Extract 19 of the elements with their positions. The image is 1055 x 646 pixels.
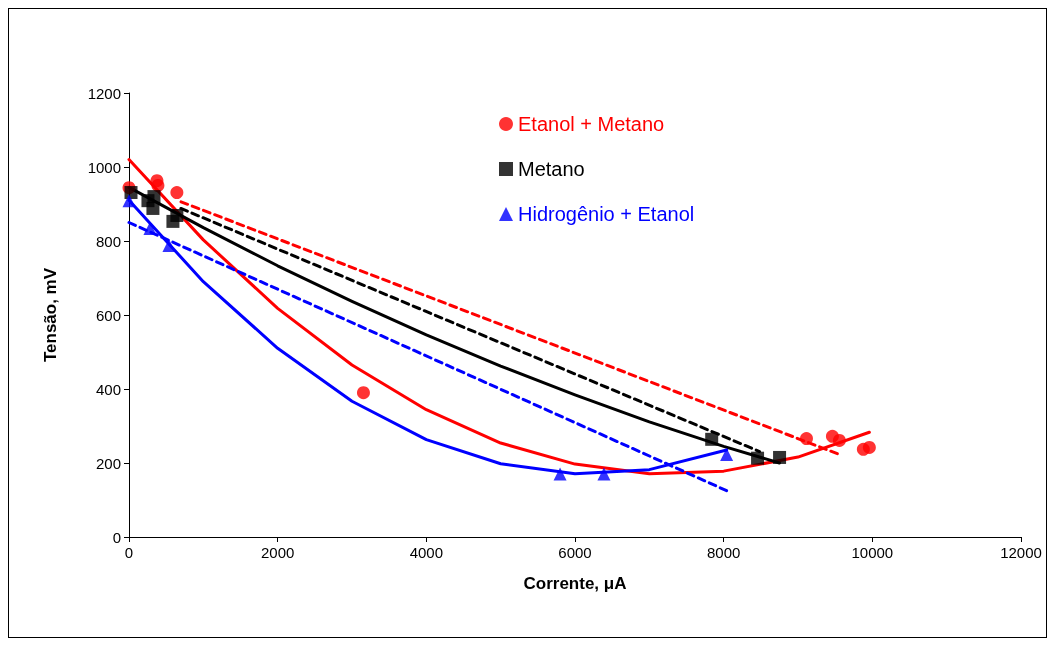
y-tick-label: 1200: [87, 84, 121, 102]
x-tick-label: 8000: [706, 544, 741, 561]
x-axis-title: Corrente, μA: [523, 574, 627, 593]
y-tick-label: 800: [95, 232, 121, 250]
x-tick-label: 2000: [260, 544, 295, 561]
x-tick-label: 0: [124, 544, 134, 561]
y-tick-label: 1000: [87, 158, 121, 176]
x-tick-label: 4000: [409, 544, 444, 561]
y-tick-label: 400: [95, 380, 121, 398]
y-axis-title: Tensão, mV: [41, 267, 60, 363]
y-tick-label: 600: [95, 306, 121, 324]
x-tick-label: 10000: [851, 544, 894, 561]
legend-label: Etanol + Metano: [518, 113, 665, 135]
legend-label: Metano: [518, 158, 585, 180]
y-tick-label: 0: [112, 528, 121, 546]
y-tick-label: 200: [95, 454, 121, 472]
x-tick-label: 12000: [1000, 544, 1042, 561]
x-tick-label: 6000: [558, 544, 592, 561]
legend-label: Hidrogênio + Etanol: [518, 203, 695, 225]
